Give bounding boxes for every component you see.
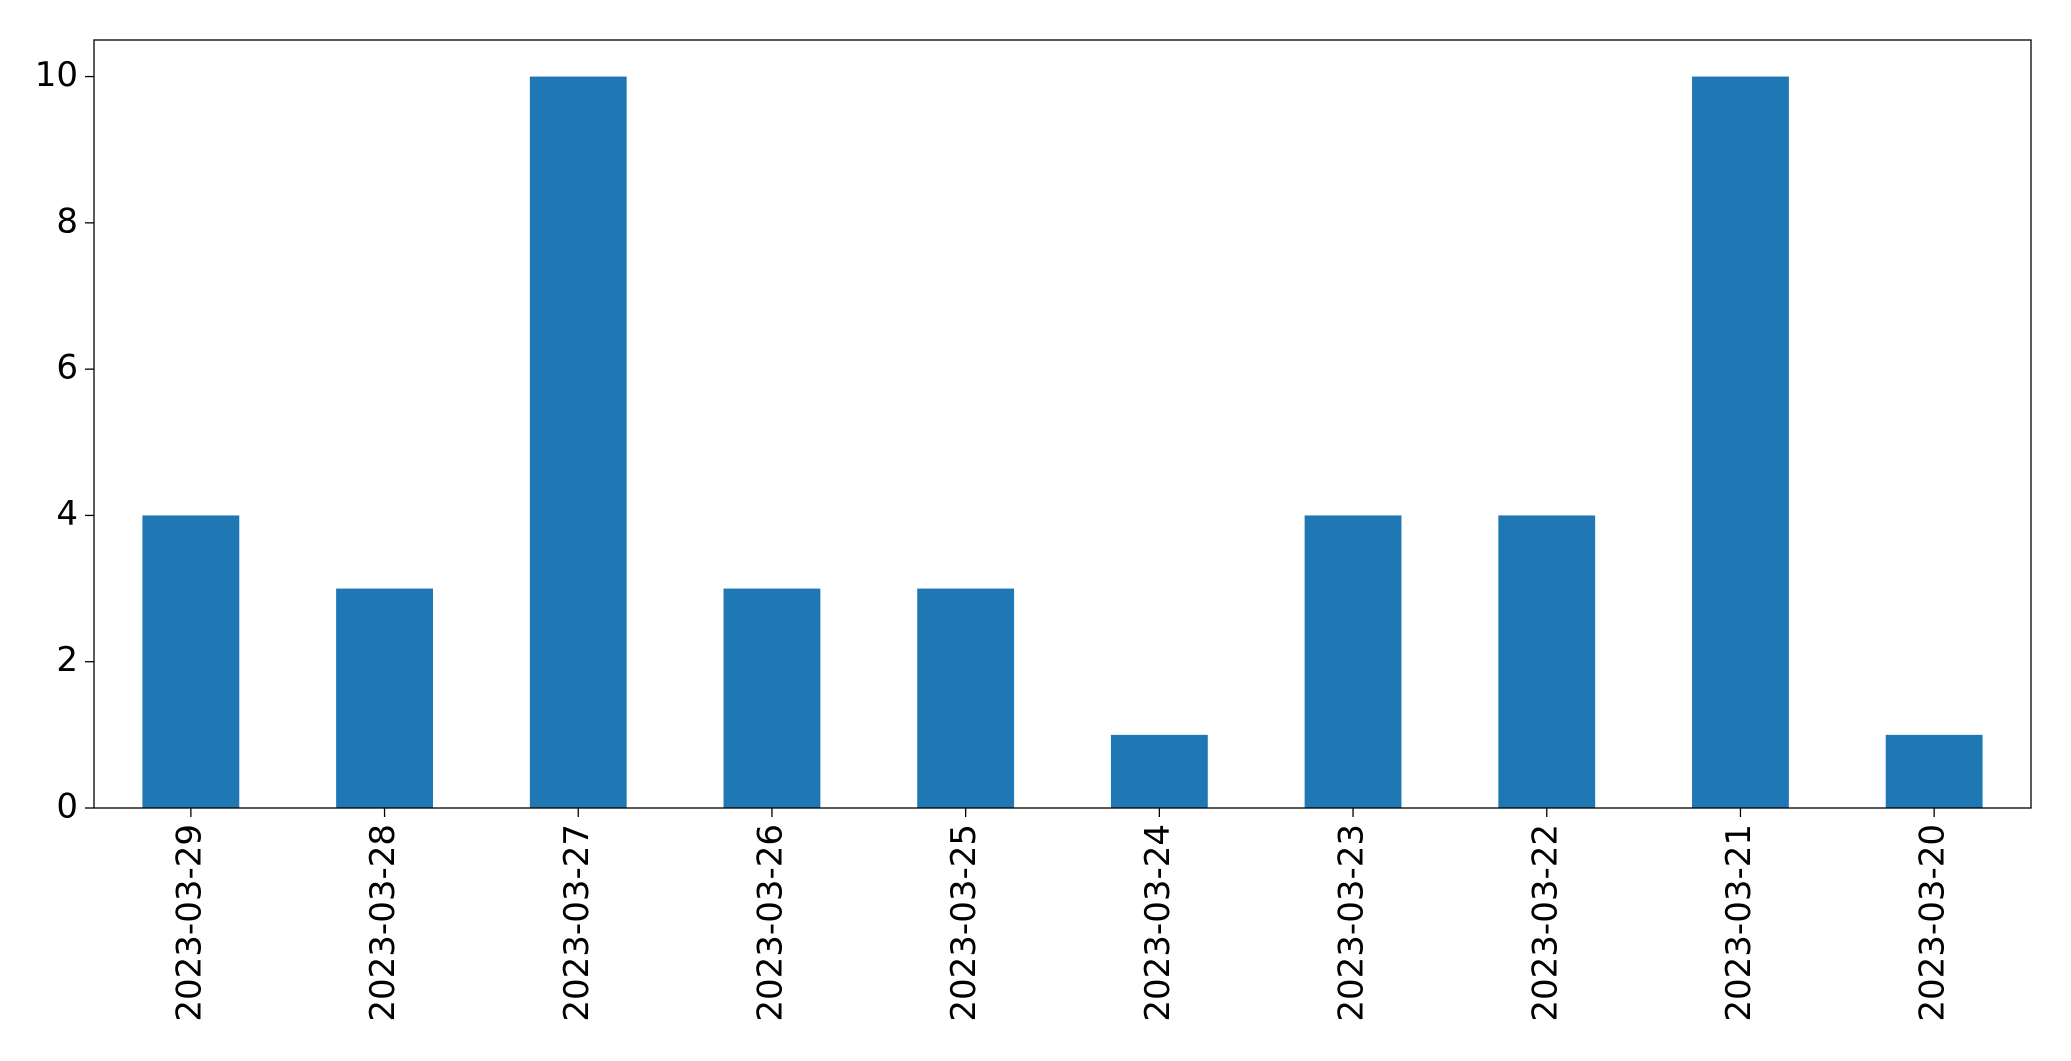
x-tick-label: 2023-03-20 xyxy=(1913,824,1953,1022)
y-tick-label: 4 xyxy=(56,494,78,534)
x-tick-label: 2023-03-26 xyxy=(750,824,790,1022)
y-tick-label: 2 xyxy=(56,640,78,680)
y-tick-label: 8 xyxy=(56,201,78,241)
bar xyxy=(1110,734,1208,808)
x-tick-label: 2023-03-24 xyxy=(1138,824,1178,1022)
y-tick-label: 10 xyxy=(35,55,78,95)
x-tick-label: 2023-03-28 xyxy=(363,824,403,1022)
y-tick-label: 6 xyxy=(56,348,78,388)
x-tick-label: 2023-03-23 xyxy=(1332,824,1372,1022)
bar xyxy=(1304,515,1402,808)
x-tick-label: 2023-03-27 xyxy=(557,824,597,1022)
bar xyxy=(1498,515,1596,808)
x-tick-label: 2023-03-22 xyxy=(1525,824,1565,1022)
bar xyxy=(723,588,821,808)
bar xyxy=(1692,76,1789,809)
bar xyxy=(1885,734,1983,808)
x-tick-label: 2023-03-21 xyxy=(1719,824,1759,1022)
x-tick-label: 2023-03-29 xyxy=(169,824,209,1022)
plot-frame xyxy=(93,39,2032,809)
bar xyxy=(336,588,433,808)
y-tick-label: 0 xyxy=(56,787,78,827)
x-tick-label: 2023-03-25 xyxy=(944,824,984,1022)
bar xyxy=(529,76,627,809)
bar xyxy=(142,515,240,808)
bar xyxy=(917,588,1015,808)
